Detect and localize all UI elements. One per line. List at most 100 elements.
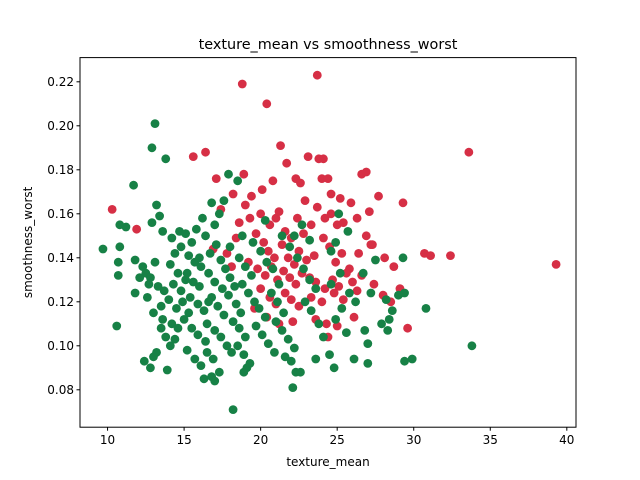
data-point-series-2-190: [156, 323, 166, 333]
data-point-series-1-55: [270, 253, 279, 263]
data-point-series-1-48: [352, 213, 362, 223]
data-point-series-2-43: [176, 242, 186, 252]
data-point-series-1-112: [349, 312, 359, 322]
data-point-series-2-52: [196, 262, 206, 271]
data-point-series-1-61: [309, 251, 319, 260]
data-point-series-1-59: [294, 246, 304, 256]
data-point-series-1-65: [337, 249, 347, 258]
x-axis-label: texture_mean: [286, 455, 369, 469]
data-point-series-2-113: [214, 209, 224, 219]
data-point-series-2-48: [191, 224, 201, 234]
data-point-series-1-64: [331, 257, 341, 267]
data-point-series-2-102: [240, 262, 250, 271]
y-tick-label-8: 0.22: [47, 75, 74, 89]
data-point-series-2-98: [233, 341, 243, 351]
data-point-series-1-50: [361, 231, 371, 241]
data-point-series-2-68: [214, 367, 224, 377]
data-point-series-1-27: [361, 167, 371, 177]
data-point-series-2-120: [225, 242, 235, 252]
data-point-series-1-56: [277, 240, 287, 250]
data-point-series-2-179: [331, 238, 341, 247]
data-point-series-2-86: [216, 332, 226, 342]
data-point-series-2-186: [176, 286, 186, 296]
data-point-series-2-88: [227, 348, 236, 357]
data-point-series-1-13: [247, 191, 256, 201]
data-point-series-1-2: [237, 79, 247, 89]
data-point-series-2-16: [138, 262, 148, 271]
data-point-series-2-124: [262, 257, 272, 267]
data-point-series-2-126: [274, 279, 284, 289]
data-point-series-2-147: [314, 319, 324, 329]
data-point-series-2-63: [182, 345, 192, 355]
data-point-series-2-105: [244, 288, 253, 298]
data-point-series-2-82: [213, 301, 223, 311]
data-point-series-1-46: [338, 218, 348, 228]
data-point-series-2-35: [170, 334, 180, 344]
data-point-series-1-103: [338, 295, 348, 304]
data-point-series-2-75: [205, 249, 215, 258]
data-point-series-2-100: [245, 359, 255, 368]
data-point-series-2-107: [254, 304, 264, 313]
data-point-series-2-4: [129, 180, 138, 190]
data-point-series-2-91: [230, 282, 240, 291]
data-point-series-2-130: [271, 317, 281, 326]
data-point-series-2-192: [173, 323, 183, 333]
data-point-series-2-28: [158, 315, 168, 324]
y-axis-label: smoothness_worst: [21, 186, 35, 298]
data-point-series-2-14: [113, 271, 123, 280]
data-point-series-1-6: [107, 205, 117, 214]
y-tick-label-7: 0.20: [47, 119, 74, 133]
data-point-series-2-29: [139, 356, 149, 366]
x-tick-label-1: 10: [100, 433, 115, 447]
data-point-series-2-84: [202, 319, 212, 329]
data-point-series-2-161: [366, 288, 376, 298]
x-tick-label-4: 25: [330, 433, 345, 447]
data-point-series-2-61: [193, 330, 203, 340]
data-point-series-2-54: [188, 277, 198, 287]
data-point-series-2-55: [195, 282, 204, 291]
data-point-series-2-144: [311, 284, 321, 293]
data-point-series-2-181: [334, 209, 344, 219]
data-point-series-2-152: [349, 354, 359, 364]
data-point-series-1-36: [274, 207, 284, 217]
data-point-series-1-57: [283, 253, 293, 263]
data-point-series-2-19: [150, 257, 160, 267]
data-point-series-2-96: [234, 323, 244, 333]
data-point-series-2-142: [299, 264, 308, 274]
y-tick-label-2: 0.10: [47, 339, 74, 353]
data-point-series-2-44: [167, 233, 177, 243]
data-point-series-2-116: [233, 176, 243, 186]
data-point-series-1-10: [211, 174, 221, 184]
data-point-series-2-7: [147, 218, 157, 228]
data-point-series-2-64: [190, 354, 200, 364]
data-point-series-2-178: [343, 227, 353, 236]
data-point-series-2-129: [279, 308, 288, 318]
data-point-series-1-9: [201, 147, 210, 157]
data-point-series-2-66: [202, 348, 212, 357]
data-point-series-2-121: [237, 231, 247, 241]
data-point-series-1-94: [256, 284, 266, 293]
data-point-series-2-15: [130, 255, 140, 265]
y-axis-ticks: 0.08 0.10 0.12 0.14 0.16 0.18 0.20 0.22: [47, 75, 80, 397]
data-point-series-1-43: [320, 213, 330, 223]
data-point-series-2-30: [146, 363, 155, 373]
data-point-series-1-117: [234, 218, 244, 228]
data-point-series-1-25: [335, 194, 345, 203]
data-point-series-2-187: [181, 275, 191, 285]
x-tick-label-6: 35: [483, 433, 498, 447]
data-point-series-2-23: [130, 288, 140, 298]
data-point-series-2-103: [247, 271, 256, 280]
data-point-series-2-89: [221, 264, 230, 274]
data-point-series-2-183: [297, 220, 307, 230]
data-point-series-1-4: [464, 147, 474, 157]
data-point-series-2-90: [225, 273, 235, 282]
data-point-series-2-154: [341, 328, 351, 337]
data-point-series-2-173: [407, 354, 417, 364]
data-point-series-2-20: [135, 273, 145, 282]
data-point-series-2-57: [193, 299, 203, 309]
data-point-series-1-120: [222, 249, 232, 258]
data-point-series-1-24: [326, 189, 336, 199]
data-point-series-2-36: [167, 319, 177, 329]
data-point-series-2-62: [201, 337, 210, 346]
data-point-series-2-78: [204, 268, 213, 278]
